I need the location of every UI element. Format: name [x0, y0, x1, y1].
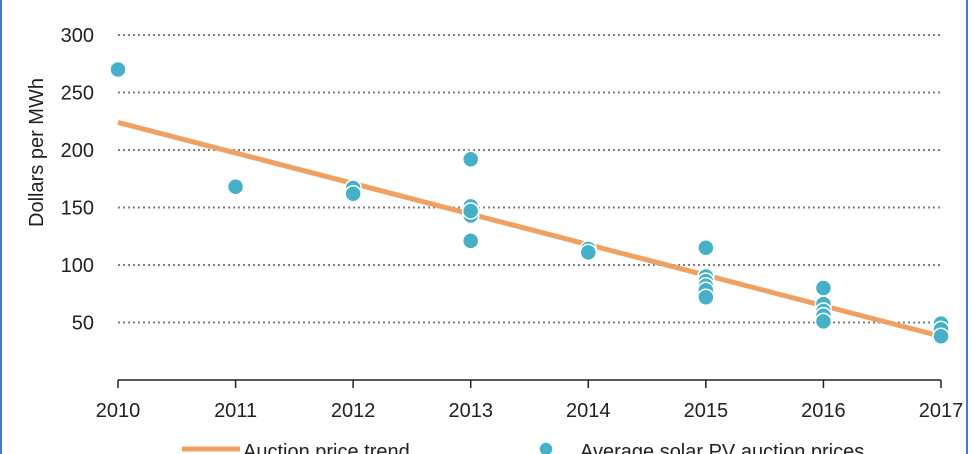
x-tick-label: 2013: [448, 400, 493, 422]
trend-line: [117, 119, 942, 339]
legend-swatch-points: [538, 441, 554, 454]
legend-label-trend: Auction price trend: [243, 441, 410, 454]
y-tick-label: 50: [72, 313, 94, 335]
y-tick-label: 250: [61, 83, 94, 105]
y-tick-label: 200: [61, 140, 94, 162]
scatter-point: [814, 312, 833, 331]
legend-label-points: Average solar PV auction prices: [580, 441, 864, 454]
scatter-point: [697, 239, 715, 257]
x-tick-label: 2010: [96, 400, 141, 422]
y-axis-title: Dollars per MWh: [26, 78, 48, 227]
scatter-point: [814, 279, 833, 297]
x-tick-label: 2017: [919, 400, 964, 422]
x-tick-label: 2015: [684, 400, 729, 422]
x-tick-label: 2014: [566, 400, 611, 422]
series-layer: [109, 60, 950, 346]
y-tick-label: 300: [61, 25, 94, 47]
y-tick-label: 100: [61, 255, 94, 277]
legend-layer: Auction price trend Average solar PV auct…: [182, 441, 864, 454]
axis-layer: 50 100 150 200 250 300 2010 2011 2012 2013 2014 201…: [61, 25, 964, 422]
scatter-point: [226, 178, 245, 196]
x-tick-label: 2011: [214, 400, 257, 422]
scatter-point: [461, 150, 480, 168]
scatter-point: [461, 202, 480, 220]
grid-layer: [118, 34, 941, 324]
scatter-point: [697, 288, 715, 306]
x-tick-label: 2016: [801, 400, 846, 422]
scatter-point: [579, 243, 598, 262]
scatter-point: [932, 327, 950, 346]
x-tick-label: 2012: [331, 400, 376, 422]
scatter-point: [344, 184, 362, 203]
scatter-point: [461, 232, 480, 250]
y-tick-label: 150: [61, 198, 94, 220]
scatter-point: [109, 60, 127, 79]
